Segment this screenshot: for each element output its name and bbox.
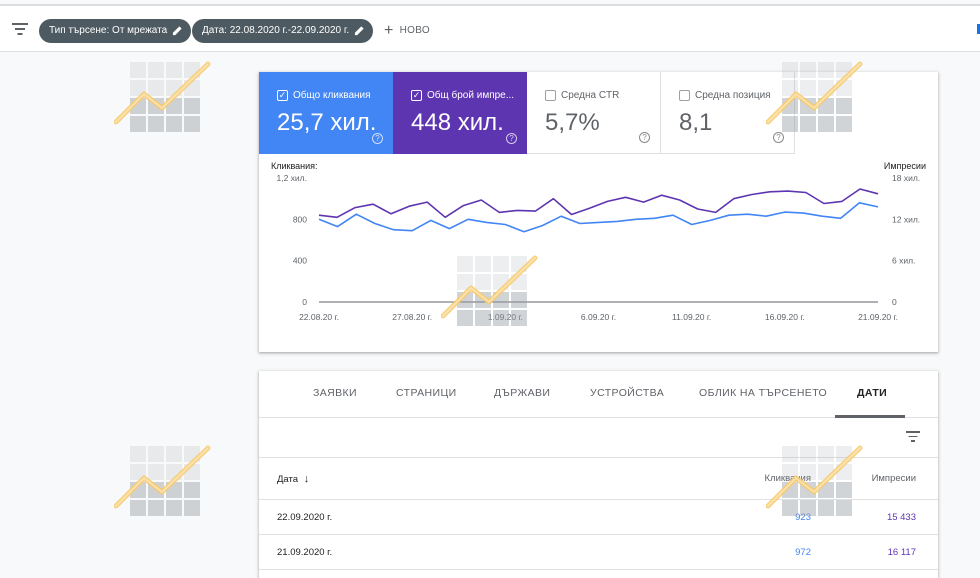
- right-tick-label: 6 хил.: [892, 256, 915, 266]
- x-tick-label: 22.08.20 г.: [299, 312, 339, 322]
- filter-bar: Тип търсене: От мрежата Дата: 22.08.2020…: [0, 4, 980, 52]
- metric-value: 8,1: [679, 109, 713, 136]
- column-header-clicks[interactable]: Кликвания: [764, 473, 811, 484]
- watermark-chart-logo: [114, 61, 211, 132]
- date-filter-label: Дата: 22.08.2020 г.-22.09.2020 г.: [202, 25, 350, 36]
- column-header-date-label: Дата: [277, 474, 299, 485]
- x-tick-label: 6.09.20 г.: [581, 312, 616, 322]
- table-header: Дата ↓ Кликвания Импресии: [259, 458, 938, 500]
- plus-icon: +: [384, 22, 394, 39]
- x-tick-label: 16.09.20 г.: [765, 312, 805, 322]
- help-icon[interactable]: ?: [773, 132, 784, 143]
- left-tick-label: 400: [293, 256, 307, 266]
- performance-chart: Кликвания: Импресии 1,2 хил. 800 400 0 18 хил.…: [271, 161, 926, 322]
- x-tick-label: 27.08.20 г.: [392, 312, 432, 322]
- checkbox-unchecked-icon[interactable]: [679, 90, 690, 101]
- cell-clicks: 972: [795, 547, 811, 558]
- tab-queries[interactable]: ЗАЯВКИ: [313, 387, 357, 399]
- table-row[interactable]: 21.09.2020 г. 972 16 117: [259, 535, 938, 570]
- checkbox-unchecked-icon[interactable]: [545, 90, 556, 101]
- edge-indicator: [977, 24, 980, 34]
- edit-icon[interactable]: [354, 25, 365, 36]
- sort-arrow-down-icon: ↓: [303, 473, 310, 485]
- divider: [259, 457, 938, 458]
- performance-card: ✓ Общо кликвания 25,7 хил. ? ✓ Общ брой им…: [259, 72, 938, 352]
- metric-average-position[interactable]: Средна позиция 8,1 ?: [661, 72, 795, 154]
- table-card: ЗАЯВКИ СТРАНИЦИ ДЪРЖАВИ УСТРОЙСТВА ОБЛИК…: [259, 371, 938, 578]
- cell-impressions: 15 433: [886, 512, 916, 523]
- new-filter-button[interactable]: + НОВО: [384, 21, 430, 41]
- left-tick-label: 800: [293, 214, 307, 224]
- x-tick-label: 21.09.20 г.: [858, 312, 898, 322]
- checkbox-checked-icon[interactable]: ✓: [277, 90, 288, 101]
- right-tick-label: 18 хил.: [892, 173, 920, 183]
- metric-value: 448 хил.: [411, 109, 504, 136]
- metric-label: Средна позиция: [695, 90, 771, 101]
- tab-countries[interactable]: ДЪРЖАВИ: [494, 387, 551, 399]
- metric-average-ctr[interactable]: Средна CTR 5,7% ?: [527, 72, 661, 154]
- cell-date: 22.09.2020 г.: [277, 512, 333, 523]
- cell-impressions: 16 117: [887, 547, 916, 558]
- table-filter-icon[interactable]: [906, 431, 920, 442]
- tab-bar: ЗАЯВКИ СТРАНИЦИ ДЪРЖАВИ УСТРОЙСТВА ОБЛИК…: [259, 371, 938, 418]
- left-tick-label: 0: [302, 297, 307, 307]
- metric-label: Общо кликвания: [293, 90, 371, 101]
- watermark-chart-logo: [114, 445, 211, 516]
- search-type-filter-chip[interactable]: Тип търсене: От мрежата: [39, 19, 192, 43]
- search-type-filter-label: Тип търсене: От мрежата: [49, 25, 168, 36]
- metric-value: 5,7%: [545, 109, 600, 136]
- tab-dates[interactable]: ДАТИ: [857, 387, 888, 399]
- right-tick-label: 0: [892, 297, 897, 307]
- x-tick-label: 1.09.20 г.: [488, 312, 523, 322]
- edit-icon[interactable]: [172, 25, 183, 36]
- left-tick-label: 1,2 хил.: [277, 173, 308, 183]
- cell-date: 21.09.2020 г.: [277, 547, 333, 558]
- x-tick-label: 11.09.20 г.: [672, 312, 711, 322]
- checkbox-checked-icon[interactable]: ✓: [411, 90, 422, 101]
- cell-clicks: 923: [795, 512, 811, 523]
- metric-total-clicks[interactable]: ✓ Общо кликвания 25,7 хил. ?: [259, 72, 393, 154]
- tab-devices[interactable]: УСТРОЙСТВА: [590, 387, 665, 399]
- active-tab-indicator: [835, 415, 905, 418]
- left-axis-title: Кликвания:: [271, 161, 318, 171]
- column-header-date[interactable]: Дата ↓: [277, 473, 309, 485]
- clicks-series-line: [318, 201, 879, 233]
- table-row[interactable]: 22.09.2020 г. 923 15 433: [259, 500, 938, 535]
- tab-pages[interactable]: СТРАНИЦИ: [396, 387, 457, 399]
- column-header-impressions[interactable]: Импресии: [871, 473, 916, 484]
- metric-total-impressions[interactable]: ✓ Общ брой импре... 448 хил. ?: [393, 72, 527, 154]
- help-icon[interactable]: ?: [372, 133, 383, 144]
- metric-label: Средна CTR: [561, 90, 620, 101]
- filter-icon[interactable]: [12, 22, 28, 36]
- new-filter-label: НОВО: [399, 25, 430, 36]
- metric-value: 25,7 хил.: [277, 109, 377, 136]
- date-filter-chip[interactable]: Дата: 22.08.2020 г.-22.09.2020 г.: [192, 19, 374, 43]
- help-icon[interactable]: ?: [639, 132, 650, 143]
- help-icon[interactable]: ?: [506, 133, 517, 144]
- metric-label: Общ брой импре...: [427, 90, 515, 101]
- tab-search-appearance[interactable]: ОБЛИК НА ТЪРСЕНЕТО: [699, 387, 828, 399]
- right-tick-label: 12 хил.: [892, 214, 920, 224]
- impressions-series-line: [318, 188, 879, 219]
- right-axis-title: Импресии: [884, 161, 926, 171]
